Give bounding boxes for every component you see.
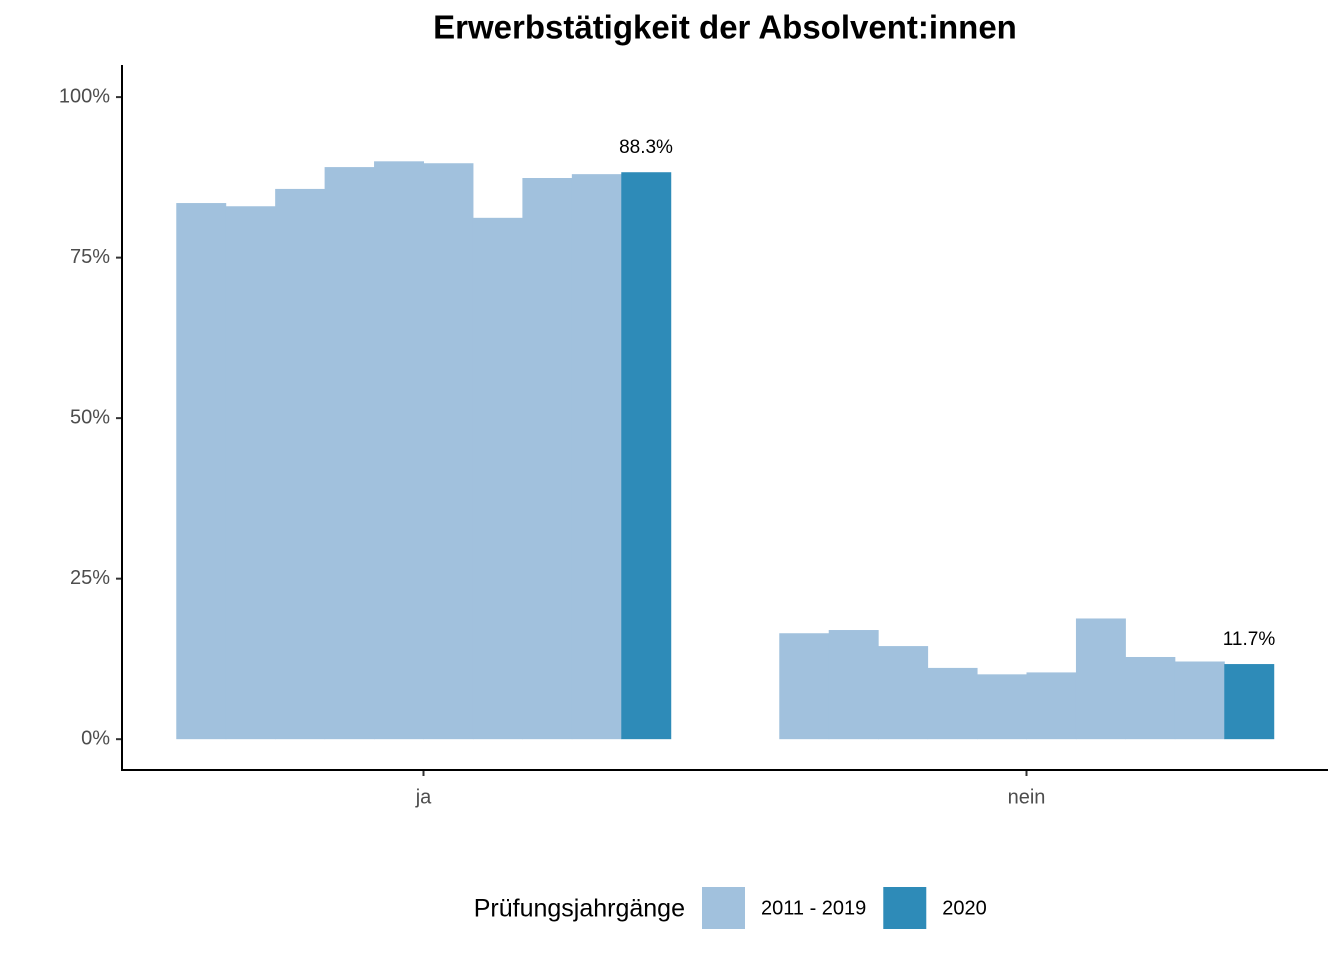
bar: [828, 630, 879, 740]
legend-key: [702, 887, 745, 929]
bar: [522, 178, 573, 740]
y-tick-label: 50%: [70, 406, 110, 428]
legend-label: 2020: [942, 897, 987, 919]
bar: [472, 217, 523, 740]
x-tick-label: nein: [1008, 786, 1046, 808]
bar: [1075, 618, 1126, 740]
bar: [1026, 672, 1077, 740]
y-tick-label: 100%: [59, 85, 110, 107]
y-tick-label: 25%: [70, 567, 110, 589]
y-tick-label: 75%: [70, 246, 110, 268]
bar: [176, 203, 227, 740]
bar: [1224, 664, 1275, 740]
bar: [225, 206, 276, 740]
y-tick-label: 0%: [81, 727, 110, 749]
bar: [275, 188, 326, 740]
legend-title: Prüfungsjahrgänge: [474, 895, 685, 923]
bar: [374, 161, 424, 740]
data-label: 88.3%: [619, 137, 673, 158]
bar: [927, 667, 978, 740]
legend-label: 2011 - 2019: [761, 897, 866, 919]
bar: [1174, 661, 1225, 740]
x-tick-label: ja: [415, 786, 432, 808]
bar: [1125, 656, 1176, 740]
legend-key: [883, 887, 927, 929]
bar: [423, 163, 474, 740]
chart-title: Erwerbstätigkeit der Absolvent:innen: [433, 9, 1017, 46]
bar: [878, 646, 929, 740]
bar: [621, 172, 672, 740]
data-label: 11.7%: [1223, 629, 1276, 650]
bar: [571, 174, 622, 740]
bar: [324, 167, 375, 740]
bar: [977, 674, 1027, 740]
bar: [779, 633, 830, 740]
